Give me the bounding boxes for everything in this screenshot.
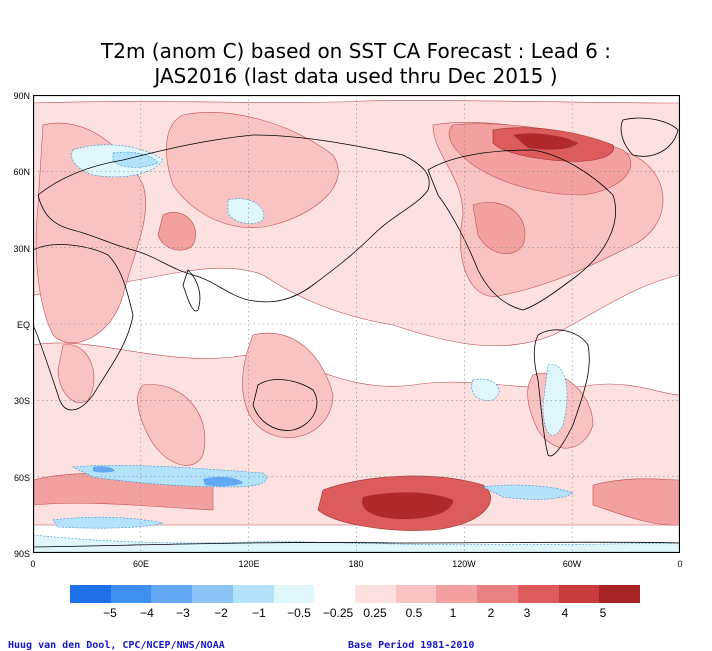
colorbar-swatch (599, 585, 641, 603)
base-period-text: Base Period 1981-2010 (348, 640, 475, 651)
lon-label-180: 180 (348, 559, 364, 569)
map-title-line2: JAS2016 (last data used thru Dec 2015 ) (154, 64, 558, 88)
colorbar-swatch (192, 585, 233, 603)
colorbar-label: 0.5 (405, 606, 423, 620)
colorbar-label: 2 (487, 606, 495, 620)
lat-label-90n: 90N (13, 91, 30, 101)
lon-label-0: 0 (30, 559, 36, 569)
colorbar-label: 0.25 (363, 606, 387, 620)
map-frame (33, 95, 680, 553)
lat-label-60n: 60N (13, 167, 30, 177)
anomaly-fill-extreme (362, 133, 578, 520)
lat-label-30n: 30N (13, 244, 30, 254)
lat-label-eq: EQ (16, 320, 30, 330)
colorbar-label: −3 (176, 606, 190, 620)
colorbar-label: −0.25 (322, 606, 354, 620)
lon-label-120w: 120W (452, 559, 476, 569)
map-title-line1: T2m (anom C) based on SST CA Forecast : … (101, 39, 611, 63)
colorbar-label: 4 (561, 606, 569, 620)
colorbar-swatch (314, 585, 356, 603)
colorbar-label: 5 (599, 606, 607, 620)
colorbar-swatch (395, 585, 437, 603)
anomaly-map (33, 95, 680, 553)
colorbar-label: −1 (252, 606, 266, 620)
colorbar-label: −2 (214, 606, 228, 620)
colorbar-swatch (477, 585, 518, 603)
colorbar-label: 1 (449, 606, 457, 620)
colorbar-swatch (151, 585, 193, 603)
lon-label-60e: 60E (132, 559, 149, 569)
colorbar-swatch (436, 585, 478, 603)
map-canvas (33, 95, 680, 553)
colorbar-label: −0.5 (287, 606, 311, 620)
lat-label-60s: 60S (13, 473, 30, 483)
colorbar-swatch (273, 585, 315, 603)
colorbar-label: −4 (140, 606, 154, 620)
colorbar-swatch (558, 585, 600, 603)
coastlines (33, 117, 680, 548)
anomaly-fill-cold-moderate (52, 151, 574, 529)
colorbar-label: 3 (523, 606, 531, 620)
lat-label-30s: 30S (13, 396, 30, 406)
colorbar-swatch (110, 585, 152, 603)
colorbar-swatch (232, 585, 274, 603)
colorbar (70, 585, 641, 603)
lat-label-90s: 90S (13, 549, 30, 559)
colorbar-swatch (70, 585, 111, 603)
colorbar-label: −5 (103, 606, 117, 620)
credit-text: Huug van den Dool, CPC/NCEP/NWS/NOAA (8, 640, 225, 651)
anomaly-fill-cold-strong (93, 466, 243, 487)
lon-label-0-end: 0 (677, 559, 683, 569)
colorbar-swatch (355, 585, 396, 603)
lon-label-120e: 120E (238, 559, 260, 569)
colorbar-swatch (517, 585, 559, 603)
lon-label-60w: 60W (562, 559, 582, 569)
